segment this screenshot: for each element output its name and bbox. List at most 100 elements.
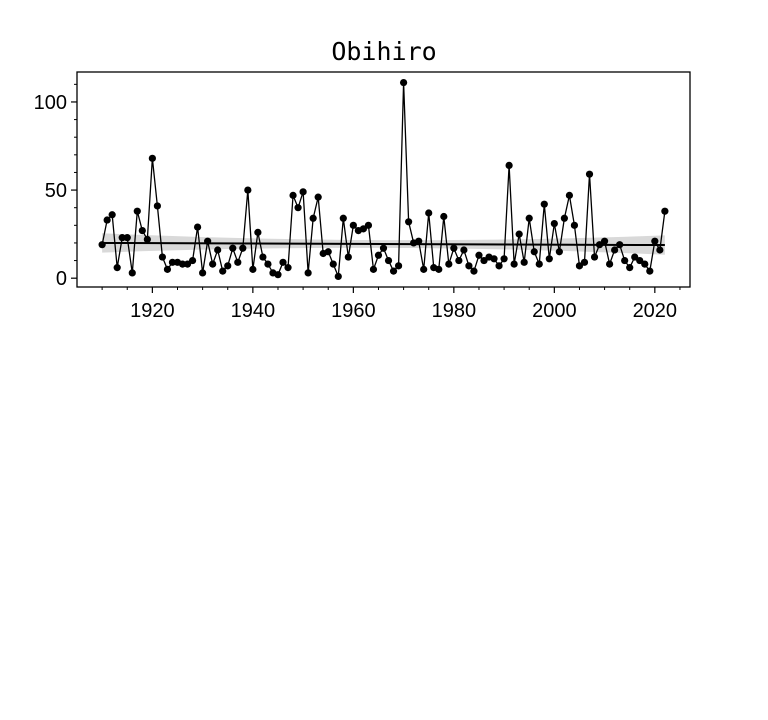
data-point — [274, 271, 282, 279]
data-point — [570, 221, 579, 229]
data-point — [520, 258, 528, 266]
data-point — [299, 188, 307, 196]
data-point — [455, 256, 463, 265]
data-point — [133, 207, 141, 215]
trend-line — [102, 241, 665, 247]
axes: 1920 1940 1960 1980 2000 2020 0 50 100 — [34, 83, 681, 322]
data-point — [183, 260, 192, 268]
data-point — [264, 260, 272, 268]
data-point — [606, 260, 614, 268]
x-tick-label: 1980 — [432, 300, 477, 322]
data-point — [294, 204, 302, 212]
data-point — [234, 258, 242, 266]
data-point — [545, 255, 553, 263]
data-point — [219, 267, 227, 275]
data-point — [113, 264, 121, 272]
chart-title: Obihiro — [331, 37, 436, 66]
data-point — [661, 207, 669, 215]
data-point — [254, 228, 262, 236]
y-tick-label: 50 — [45, 180, 67, 202]
data-point — [656, 246, 664, 254]
data-point — [626, 264, 634, 272]
data-point — [415, 237, 423, 245]
data-point — [309, 214, 317, 222]
data-point — [641, 260, 649, 268]
data-point — [490, 255, 498, 263]
data-point — [229, 244, 237, 252]
data-point — [575, 262, 584, 270]
data-point — [616, 241, 624, 249]
data-series — [98, 78, 669, 281]
data-point — [344, 253, 352, 261]
data-point — [590, 253, 599, 261]
x-tick-label: 1920 — [130, 300, 175, 322]
data-point — [621, 256, 629, 265]
data-point — [158, 253, 167, 261]
data-point — [389, 267, 398, 275]
data-point — [374, 251, 383, 259]
data-point — [289, 191, 297, 199]
data-point — [279, 258, 287, 266]
data-point — [334, 272, 342, 281]
data-point — [525, 214, 533, 222]
y-tick-label: 0 — [56, 268, 67, 290]
data-point — [500, 255, 508, 263]
data-point — [364, 221, 373, 229]
data-point — [314, 193, 322, 201]
data-point — [384, 256, 393, 265]
data-point — [450, 244, 458, 252]
data-point — [585, 170, 594, 178]
data-point — [565, 191, 574, 199]
data-point — [244, 186, 252, 194]
data-point — [495, 262, 503, 270]
data-point — [435, 265, 443, 273]
data-point — [98, 241, 106, 249]
data-point — [475, 251, 483, 259]
data-point — [480, 256, 488, 265]
data-point — [425, 209, 433, 217]
data-point — [224, 262, 232, 270]
data-point — [595, 241, 604, 249]
data-point — [284, 264, 292, 272]
data-point — [535, 260, 543, 268]
data-point — [636, 256, 644, 265]
data-point — [329, 260, 337, 268]
data-point — [379, 244, 388, 252]
data-point — [259, 253, 267, 261]
data-point — [239, 244, 247, 252]
data-point — [580, 258, 589, 266]
data-point — [550, 219, 558, 228]
data-point — [611, 246, 619, 254]
data-point — [324, 248, 332, 256]
data-point — [470, 267, 478, 275]
trend-line-path — [102, 241, 665, 247]
data-point — [188, 256, 197, 265]
x-tick-label: 2000 — [532, 300, 577, 322]
data-point — [530, 248, 538, 256]
x-tick-label: 1960 — [331, 300, 376, 322]
data-point — [651, 237, 659, 245]
data-point — [339, 214, 347, 222]
data-point — [163, 265, 172, 273]
data-point — [515, 230, 523, 238]
data-point — [369, 265, 378, 273]
data-point — [631, 253, 639, 261]
data-point — [405, 218, 413, 226]
data-point — [123, 234, 131, 242]
data-point — [304, 269, 312, 277]
data-point — [178, 260, 187, 268]
data-point — [394, 262, 403, 270]
data-point — [349, 221, 357, 229]
data-point — [359, 225, 368, 233]
x-tick-label: 2020 — [633, 300, 678, 322]
data-point — [465, 262, 473, 270]
data-point — [153, 202, 161, 210]
data-point — [460, 246, 468, 254]
data-point — [148, 154, 156, 162]
data-point — [540, 200, 548, 208]
data-point — [214, 246, 222, 254]
data-point — [128, 269, 136, 277]
data-point — [560, 214, 568, 222]
data-point — [510, 260, 518, 268]
data-point — [108, 211, 116, 219]
